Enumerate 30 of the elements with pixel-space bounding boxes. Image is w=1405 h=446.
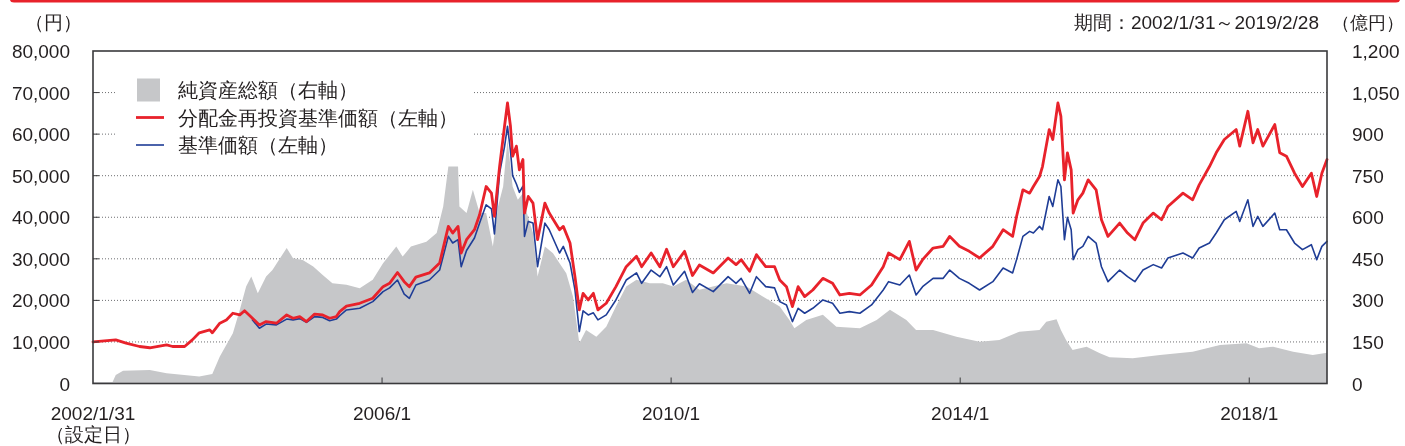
chart-subtitle: 期間：2002/1/31～2019/2/28 [1073,12,1319,33]
y2-tick-label: 1,200 [1352,41,1400,62]
y-tick-label: 60,000 [11,124,70,146]
y-tick-label: 30,000 [11,248,70,270]
y2-tick-label: 150 [1352,331,1384,353]
x-tick-label: 2014/1 [931,403,990,424]
x-tick-label: 2006/1 [353,403,412,424]
y2-tick-label: 300 [1352,290,1384,312]
legend-label: 基準価額（左軸） [178,134,338,156]
y-tick-label: 10,000 [11,331,70,353]
y-tick-label: 70,000 [11,82,70,104]
y2-tick-label: 0 [1352,373,1363,395]
y2-tick-label: 1,050 [1352,82,1400,104]
y-tick-label: 20,000 [11,290,70,312]
legend-label: 純資産総額（右軸） [178,79,358,101]
y2-tick-label: 750 [1352,165,1384,187]
y-tick-label: 80,000 [11,41,70,62]
text: （設定日） [45,424,141,445]
y2-tick-label: 450 [1352,248,1384,270]
x-tick-label: 2002/1/31 [50,403,136,424]
y-tick-label: 50,000 [11,165,70,187]
y-axis-title: （円） [24,12,82,33]
y2-axis-title: （億円） [1332,13,1404,33]
x-tick-label: 2018/1 [1220,403,1279,424]
x-tick-label: 2010/1 [642,403,701,424]
y-tick-label: 0 [59,373,70,395]
y2-tick-label: 600 [1352,207,1384,229]
y-tick-label: 40,000 [11,207,70,229]
y2-tick-label: 900 [1352,124,1384,146]
legend-label: 分配金再投資基準価額（左軸） [178,106,458,129]
